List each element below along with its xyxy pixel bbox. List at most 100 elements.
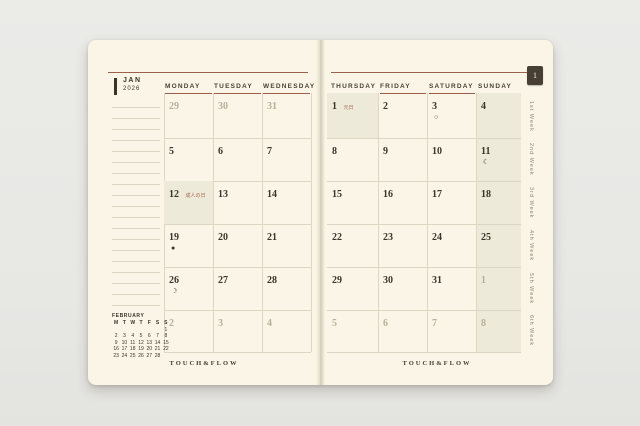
day-cell: 17 <box>427 181 476 224</box>
mini-day: 3 <box>123 333 126 339</box>
day-cell: 18 <box>476 181 521 224</box>
weekday-header-tuesday: TUESDAY <box>214 83 261 94</box>
mini-day-header: S <box>155 320 160 326</box>
grid-line <box>262 93 263 352</box>
day-number: 29 <box>332 275 342 286</box>
mini-day: 14 <box>154 339 161 346</box>
day-number: 15 <box>332 189 342 200</box>
day-number: 6 <box>218 146 223 157</box>
day-cell: 31 <box>262 93 311 138</box>
grid-line <box>476 93 477 352</box>
day-number: 5 <box>332 318 337 329</box>
mini-day: 17 <box>121 346 128 352</box>
mini-day: 20 <box>146 346 153 352</box>
brand-logo: TOUCH&FLOW <box>169 360 239 367</box>
day-number: 22 <box>332 232 342 243</box>
week-label: 4th Week <box>528 229 534 262</box>
last-quarter-moon-icon: ☾ <box>483 159 490 166</box>
day-number: 31 <box>267 101 277 112</box>
mini-day: 9 <box>114 339 118 346</box>
day-number: 6 <box>383 318 388 329</box>
day-number: 4 <box>267 318 272 329</box>
next-month-mini-calendar: FEBRUARY M T W T F S S 1 2 <box>112 313 170 359</box>
day-number: 11 <box>481 146 491 157</box>
day-number: 4 <box>481 101 486 112</box>
day-number: 13 <box>218 189 228 200</box>
mini-day: 19 <box>138 346 144 352</box>
grid-line <box>378 93 379 352</box>
day-cell: 30 <box>378 267 427 310</box>
day-number: 23 <box>383 232 393 243</box>
mini-day: 1 <box>164 326 168 333</box>
day-number: 28 <box>267 275 277 286</box>
grid-line <box>427 93 428 352</box>
day-number: 17 <box>432 189 442 200</box>
day-number: 19 <box>169 232 179 243</box>
mini-day-header: S <box>164 320 168 326</box>
mini-day: 23 <box>113 352 119 359</box>
day-number: 30 <box>218 101 228 112</box>
day-cell: 25 <box>476 224 521 267</box>
day-cell: 2 <box>164 310 213 352</box>
week-label: 2nd Week <box>528 143 534 176</box>
left-page: JAN 2026 MONDAY TUESDAY WEDNESDAY 29 30 … <box>88 40 320 385</box>
grid-line <box>164 181 311 182</box>
mini-day: 21 <box>154 346 161 352</box>
day-cell: 27 <box>213 267 262 310</box>
day-number: 30 <box>383 275 393 286</box>
mini-day-header: F <box>147 320 151 326</box>
mini-day: 7 <box>156 333 159 339</box>
page-gutter <box>316 40 325 385</box>
mini-day-header: W <box>130 320 136 326</box>
mini-day: 10 <box>121 339 128 346</box>
mini-day: 27 <box>146 352 153 359</box>
mini-day: 25 <box>129 352 136 359</box>
week-label: 6th Week <box>528 314 534 347</box>
week-label: 5th Week <box>528 272 534 305</box>
day-number: 14 <box>267 189 277 200</box>
day-cell: 31 <box>427 267 476 310</box>
day-number: 16 <box>383 189 393 200</box>
day-cell: 13 <box>213 181 262 224</box>
grid-line <box>327 181 521 182</box>
grid-line <box>311 93 312 352</box>
day-cell: 16 <box>378 181 427 224</box>
day-number: 21 <box>267 232 277 243</box>
day-cell: 7 <box>427 310 476 352</box>
grid-line <box>164 310 311 311</box>
weekday-header-saturday: SATURDAY <box>429 83 475 94</box>
mini-day: 26 <box>138 352 144 359</box>
day-cell: 6 <box>213 138 262 181</box>
day-cell: 24 <box>427 224 476 267</box>
mini-day-header: T <box>139 320 143 326</box>
mini-day: 13 <box>146 339 153 346</box>
grid-line <box>327 267 521 268</box>
day-number: 18 <box>481 189 491 200</box>
mini-day: 18 <box>129 346 136 352</box>
weekday-header-monday: MONDAY <box>165 83 212 94</box>
day-cell: 1 <box>476 267 521 310</box>
day-number: 2 <box>169 318 174 329</box>
day-number: 7 <box>267 146 272 157</box>
mini-day: 6 <box>147 333 151 339</box>
day-number: 5 <box>169 146 174 157</box>
mini-calendar-title: FEBRUARY <box>112 313 145 319</box>
grid-line <box>327 138 521 139</box>
day-cell: 29 <box>164 93 213 138</box>
day-number: 25 <box>481 232 491 243</box>
month-label: JAN <box>123 77 142 84</box>
day-number: 8 <box>481 318 486 329</box>
mini-day <box>162 354 170 360</box>
day-cell: 6 <box>378 310 427 352</box>
day-number: 1 <box>332 101 337 112</box>
day-cell: 23 <box>378 224 427 267</box>
sunday-column-shading <box>476 93 521 352</box>
day-cell: 15 <box>327 181 378 224</box>
day-cell: 19 ● <box>164 224 213 267</box>
day-cell: 4 <box>476 93 521 138</box>
day-number: 1 <box>481 275 486 286</box>
grid-line <box>164 352 311 353</box>
top-rule <box>108 72 308 73</box>
month-marker-bar <box>114 78 117 95</box>
